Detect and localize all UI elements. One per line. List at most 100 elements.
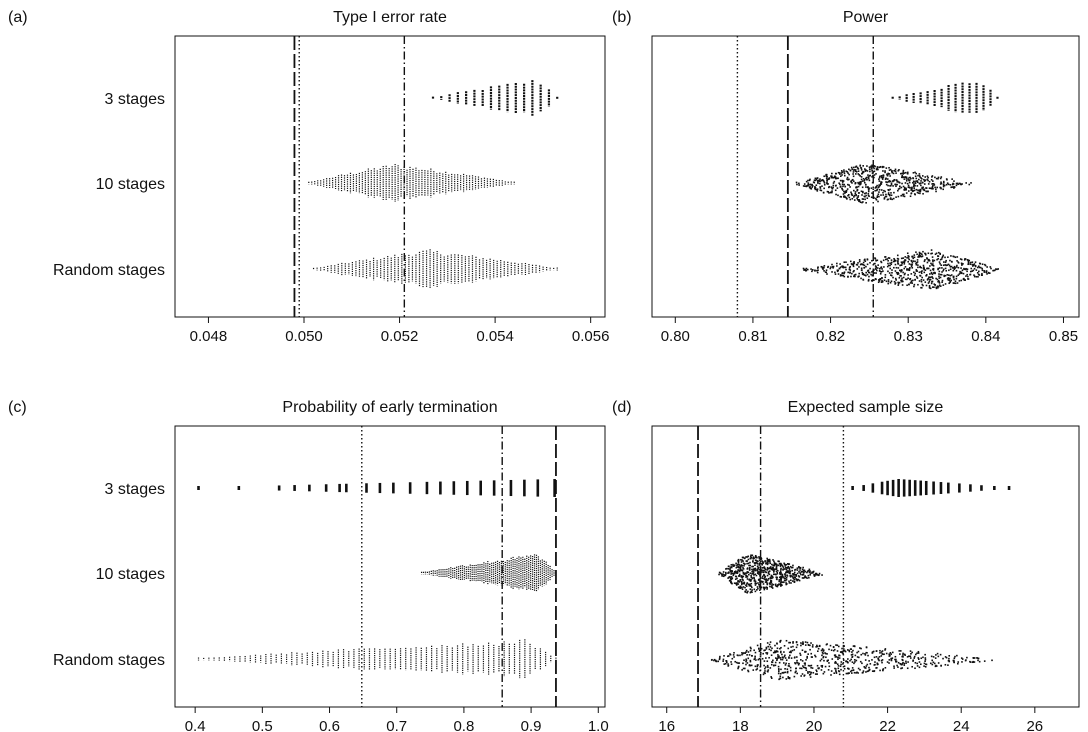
data-point bbox=[865, 201, 867, 204]
data-point bbox=[798, 182, 800, 185]
data-point bbox=[878, 184, 880, 186]
data-point bbox=[793, 578, 796, 581]
data-point bbox=[756, 556, 758, 559]
data-point bbox=[951, 186, 954, 188]
data-point bbox=[824, 271, 827, 273]
data-point bbox=[860, 267, 863, 270]
data-point bbox=[934, 284, 937, 286]
data-point bbox=[868, 271, 871, 274]
data-point bbox=[789, 575, 791, 577]
data-point bbox=[836, 177, 838, 180]
data-point bbox=[730, 576, 733, 578]
data-point bbox=[871, 274, 874, 277]
data-point bbox=[850, 669, 853, 672]
data-point bbox=[892, 276, 894, 279]
data-point bbox=[948, 655, 951, 657]
data-point bbox=[932, 183, 934, 185]
data-point bbox=[887, 257, 890, 259]
data-point bbox=[839, 183, 841, 186]
data-point bbox=[852, 180, 855, 183]
data-point bbox=[873, 170, 876, 173]
data-point bbox=[835, 172, 837, 175]
data-point bbox=[907, 186, 910, 189]
data-point bbox=[791, 566, 794, 569]
data-point bbox=[737, 667, 739, 670]
data-point bbox=[843, 196, 845, 198]
data-point bbox=[762, 569, 764, 572]
data-point bbox=[960, 279, 963, 282]
data-point bbox=[764, 587, 766, 590]
data-point bbox=[907, 661, 909, 663]
data-point bbox=[761, 575, 764, 578]
data-point bbox=[921, 276, 923, 279]
data-point bbox=[840, 172, 843, 174]
data-point bbox=[920, 280, 923, 283]
data-point bbox=[809, 644, 811, 647]
data-point bbox=[737, 566, 739, 568]
data-point bbox=[873, 269, 875, 271]
data-point bbox=[748, 579, 750, 581]
data-point bbox=[814, 655, 817, 658]
data-point bbox=[882, 176, 885, 178]
data-point bbox=[868, 666, 870, 669]
data-point bbox=[918, 175, 921, 177]
data-point bbox=[816, 188, 819, 191]
data-point bbox=[881, 277, 883, 279]
data-point bbox=[825, 656, 827, 659]
data-point bbox=[932, 185, 934, 187]
data-point bbox=[885, 193, 887, 196]
data-point bbox=[772, 576, 774, 579]
data-point bbox=[920, 182, 922, 184]
data-point bbox=[763, 664, 765, 667]
data-point bbox=[885, 280, 888, 283]
data-point bbox=[919, 275, 922, 277]
data-point bbox=[761, 577, 764, 580]
data-point bbox=[823, 265, 826, 267]
data-point bbox=[847, 183, 849, 186]
data-point bbox=[969, 270, 972, 273]
data-point bbox=[785, 659, 788, 661]
data-point bbox=[892, 260, 895, 263]
data-point bbox=[893, 266, 895, 269]
x-tick-label: 24 bbox=[953, 718, 970, 732]
data-point bbox=[755, 574, 758, 577]
data-point bbox=[785, 582, 787, 584]
data-point bbox=[908, 283, 910, 286]
data-point bbox=[754, 564, 756, 566]
data-point bbox=[816, 269, 818, 272]
data-point bbox=[939, 252, 941, 255]
data-point bbox=[803, 576, 806, 579]
data-point bbox=[746, 556, 749, 558]
data-point bbox=[750, 556, 753, 559]
data-point bbox=[802, 573, 805, 576]
data-point bbox=[856, 166, 859, 169]
data-point bbox=[870, 187, 873, 189]
data-point bbox=[787, 677, 790, 679]
data-point bbox=[867, 192, 870, 195]
data-point bbox=[772, 664, 775, 667]
data-point bbox=[847, 172, 849, 174]
data-point bbox=[779, 583, 781, 586]
data-point bbox=[866, 670, 869, 673]
data-point bbox=[836, 262, 838, 265]
data-point bbox=[881, 279, 883, 282]
data-point bbox=[951, 178, 953, 180]
data-point bbox=[942, 185, 945, 188]
data-point bbox=[845, 191, 848, 193]
data-point bbox=[908, 181, 911, 184]
data-point bbox=[862, 190, 864, 193]
data-point bbox=[838, 670, 841, 673]
data-point bbox=[730, 564, 733, 566]
data-point bbox=[912, 279, 914, 282]
data-point bbox=[937, 267, 940, 270]
data-point bbox=[864, 168, 866, 170]
data-point bbox=[767, 572, 770, 575]
data-point bbox=[791, 573, 794, 575]
data-point bbox=[953, 180, 955, 182]
data-point bbox=[940, 258, 943, 260]
data-point bbox=[979, 266, 982, 269]
data-point bbox=[854, 192, 857, 195]
data-point bbox=[876, 267, 879, 269]
data-point bbox=[812, 571, 814, 574]
data-point bbox=[802, 577, 805, 579]
